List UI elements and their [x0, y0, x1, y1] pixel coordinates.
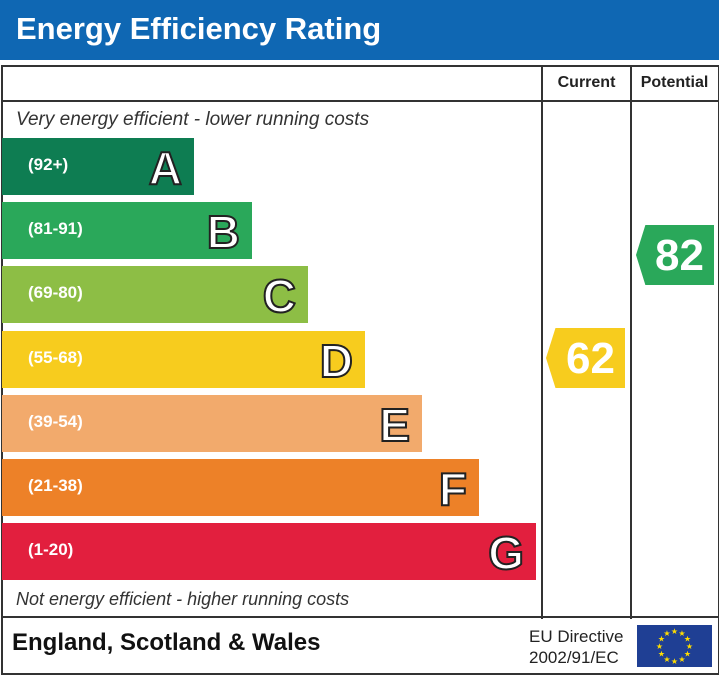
directive-line2: 2002/91/EC	[529, 648, 619, 667]
star: ★	[663, 629, 670, 638]
star: ★	[656, 642, 663, 651]
divider	[1, 616, 718, 618]
directive-line1: EU Directive	[529, 627, 624, 646]
star: ★	[678, 629, 685, 638]
divider	[630, 65, 632, 619]
band-letter: E	[378, 398, 411, 452]
star: ★	[686, 642, 693, 651]
band-range: (92+)	[28, 155, 69, 174]
divider	[541, 65, 543, 619]
star: ★	[658, 650, 665, 659]
band-letter: F	[438, 462, 468, 516]
band-e: (39-54) E	[2, 395, 422, 452]
note-bottom: Not energy efficient - higher running co…	[16, 589, 350, 609]
current-rating-arrow: 62	[546, 328, 625, 388]
band-letter: G	[487, 526, 525, 580]
eu-flag-icon: ★ ★ ★ ★ ★ ★ ★ ★ ★ ★ ★ ★	[637, 625, 712, 667]
page-title: Energy Efficiency Rating	[16, 11, 382, 46]
band-range: (81-91)	[28, 219, 83, 238]
star: ★	[671, 657, 678, 666]
band-letter: C	[262, 269, 297, 323]
band-f: (21-38) F	[2, 459, 479, 516]
band-g: (1-20) G	[2, 523, 536, 580]
star: ★	[671, 627, 678, 636]
band-range: (69-80)	[28, 283, 83, 302]
potential-rating-arrow: 82	[636, 225, 714, 285]
star: ★	[684, 650, 691, 659]
star: ★	[663, 655, 670, 664]
star: ★	[684, 635, 691, 644]
band-range: (21-38)	[28, 476, 83, 495]
band-range: (39-54)	[28, 412, 83, 431]
band-c: (69-80) C	[2, 266, 308, 323]
band-b: (81-91) B	[2, 202, 252, 259]
potential-rating-value: 82	[655, 231, 704, 280]
column-potential: Potential	[640, 74, 709, 91]
band-range: (1-20)	[28, 540, 74, 559]
band-a: (92+) A	[2, 138, 194, 195]
band-letter: B	[206, 205, 241, 259]
band-d: (55-68) D	[2, 331, 365, 388]
divider	[1, 100, 718, 102]
region-label: England, Scotland & Wales	[12, 629, 321, 656]
current-rating-value: 62	[566, 334, 615, 383]
header-bar: Energy Efficiency Rating	[0, 0, 719, 60]
column-current: Current	[557, 74, 616, 91]
band-letter: D	[319, 334, 354, 388]
star: ★	[658, 635, 665, 644]
star: ★	[678, 655, 685, 664]
band-letter: A	[148, 141, 183, 195]
band-range: (55-68)	[28, 348, 83, 367]
note-top: Very energy efficient - lower running co…	[16, 109, 370, 130]
